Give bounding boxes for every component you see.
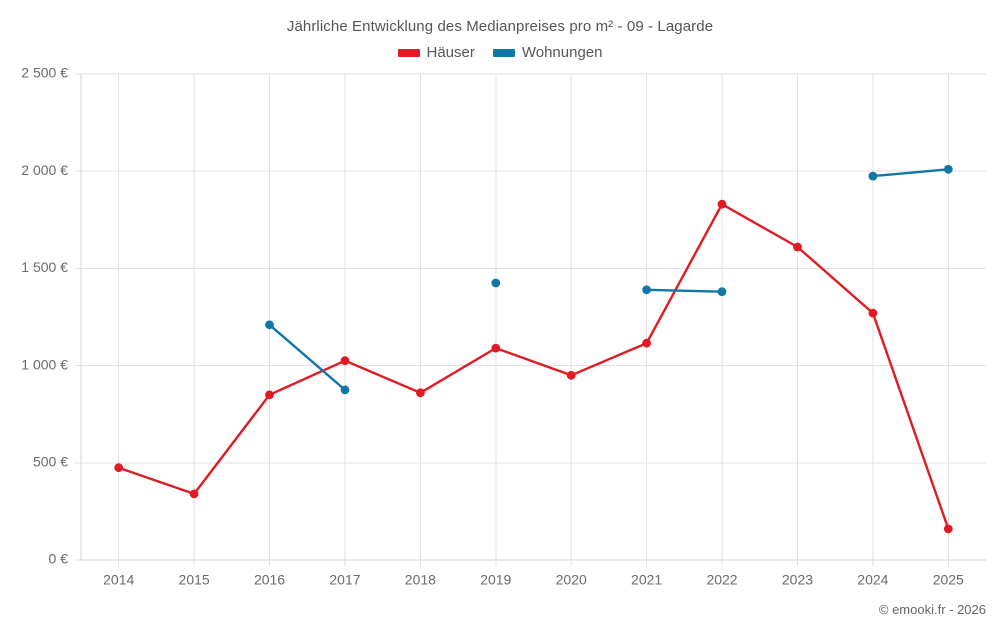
y-tick-label: 2 000 €	[21, 162, 68, 178]
data-point-wohnungen-2017[interactable]	[340, 385, 350, 395]
legend-swatch-wohnungen	[492, 48, 515, 57]
x-tick-label: 2019	[480, 571, 511, 587]
legend-item-hauser[interactable]: Häuser	[397, 44, 475, 61]
data-point-hauser-2023[interactable]	[793, 242, 802, 252]
x-tick-label: 2025	[933, 571, 964, 587]
data-point-hauser-2014[interactable]	[114, 463, 124, 473]
data-point-hauser-2015[interactable]	[189, 489, 199, 499]
y-tick-label: 500 €	[33, 454, 68, 470]
data-point-hauser-2017[interactable]	[340, 356, 350, 366]
legend-swatch-hauser	[397, 48, 420, 57]
data-point-wohnungen-2025[interactable]	[943, 164, 953, 174]
data-point-hauser-2025[interactable]	[943, 524, 953, 534]
data-point-wohnungen-2022[interactable]	[717, 287, 727, 297]
data-point-wohnungen-2019[interactable]	[491, 278, 501, 288]
data-point-hauser-2020[interactable]	[566, 370, 576, 380]
series-line-wohnungen	[645, 288, 724, 293]
series-line-wohnungen	[871, 168, 950, 178]
legend-label-hauser: Häuser	[426, 44, 475, 61]
x-tick-label: 2024	[857, 571, 888, 587]
x-tick-label: 2022	[706, 571, 737, 587]
data-point-hauser-2016[interactable]	[265, 390, 274, 400]
data-point-wohnungen-2024[interactable]	[868, 171, 878, 181]
x-tick-label: 2021	[631, 571, 662, 587]
legend-label-wohnungen: Wohnungen	[521, 44, 603, 61]
x-tick-label: 2017	[329, 571, 360, 587]
data-point-hauser-2021[interactable]	[642, 338, 651, 348]
y-tick-label: 1 500 €	[21, 259, 68, 275]
data-point-hauser-2022[interactable]	[717, 199, 727, 209]
credit-text: © emooki.fr - 2026	[878, 602, 986, 617]
chart-title: Jährliche Entwicklung des Medianpreises …	[286, 18, 714, 35]
x-tick-label: 2014	[103, 571, 134, 587]
x-tick-label: 2016	[254, 571, 285, 587]
chart-legend: Häuser Wohnungen	[0, 45, 1000, 60]
series-line-hauser	[117, 202, 950, 531]
legend-item-wohnungen[interactable]: Wohnungen	[492, 44, 603, 61]
data-point-hauser-2019[interactable]	[491, 343, 501, 353]
y-tick-label: 1 000 €	[21, 356, 68, 372]
y-tick-label: 0 €	[49, 551, 69, 567]
data-point-wohnungen-2016[interactable]	[265, 320, 274, 330]
x-tick-label: 2023	[782, 571, 813, 587]
x-tick-label: 2015	[179, 571, 210, 587]
x-tick-label: 2018	[405, 571, 436, 587]
data-point-hauser-2024[interactable]	[868, 308, 878, 318]
data-point-wohnungen-2021[interactable]	[642, 285, 651, 295]
y-tick-label: 2 500 €	[21, 65, 68, 81]
data-point-hauser-2018[interactable]	[416, 388, 425, 398]
series-line-wohnungen	[268, 323, 347, 392]
x-tick-label: 2020	[556, 571, 587, 587]
